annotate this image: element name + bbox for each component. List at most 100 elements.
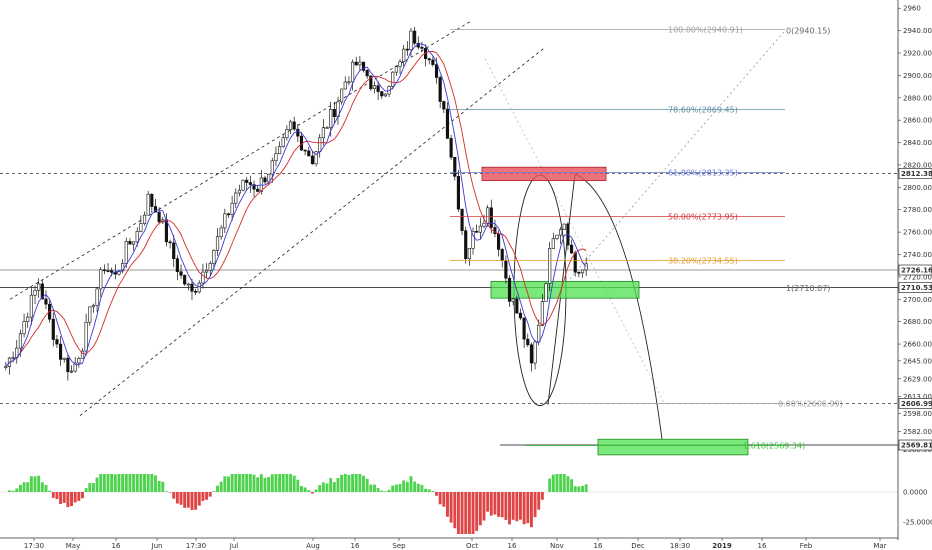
price-highlight-label: 2569.81 <box>901 442 932 450</box>
candle-body <box>453 156 457 177</box>
candle-body <box>427 58 431 61</box>
candle-body <box>241 179 245 191</box>
candle-body <box>493 227 497 234</box>
candle-body <box>37 283 41 291</box>
candle-body <box>449 138 453 158</box>
candle-body <box>398 61 402 68</box>
time-tick-label: Aug <box>306 542 320 550</box>
candle-body <box>29 294 33 318</box>
price-highlight-box <box>898 439 932 451</box>
candle-body <box>504 260 508 279</box>
candle-body <box>511 298 515 302</box>
candle-body <box>507 277 512 302</box>
candle-body <box>66 357 70 373</box>
time-tick-label: Mar <box>873 542 886 550</box>
candle-body <box>540 301 544 326</box>
time-tick-label: Jul <box>229 542 239 550</box>
candle-body <box>515 298 519 314</box>
price-tick-label: 2840.00 <box>903 139 932 147</box>
candle-body <box>267 173 271 183</box>
resistance-zone <box>481 166 607 182</box>
candle-body <box>296 128 300 137</box>
candle-body <box>569 244 574 254</box>
price-tick-label: 2740.00 <box>903 251 932 259</box>
price-tick-label: 2629.00 <box>903 375 932 383</box>
candle-body <box>62 357 66 360</box>
candle-body <box>288 121 293 130</box>
channel-lower-line <box>79 47 546 417</box>
osc-tick-label: -25.0000 <box>903 519 932 527</box>
fib-level-label: 1.618(2569.34) <box>743 442 805 451</box>
candle-body <box>555 234 559 239</box>
candle-body <box>274 153 278 162</box>
candle-body <box>391 71 395 87</box>
candle-body <box>157 211 161 223</box>
candle-body <box>110 270 114 273</box>
price-tick-label: 2720.00 <box>903 273 932 281</box>
candle-body <box>263 177 267 183</box>
candle-body <box>44 298 48 305</box>
time-tick-label: 16 <box>351 542 360 550</box>
candle-body <box>292 121 296 130</box>
candle-body <box>486 207 490 224</box>
candle-body <box>226 213 231 216</box>
candle-body <box>212 249 216 264</box>
candle-body <box>40 283 44 300</box>
projection-line-up <box>559 30 786 291</box>
candle-body <box>533 341 537 364</box>
candle-body <box>95 288 99 306</box>
price-tick-label: 2900.00 <box>903 72 932 80</box>
time-tick-label: 2019 <box>712 542 732 550</box>
price-tick-label: 2960 <box>903 5 921 13</box>
candle-body <box>460 208 464 231</box>
candle-body <box>131 241 136 245</box>
candle-body <box>340 88 344 103</box>
candle-body <box>372 85 377 90</box>
candle-body <box>135 231 139 243</box>
candle-body <box>544 283 548 302</box>
candle-body <box>325 127 329 129</box>
price-tick-label: 2680.00 <box>903 318 932 326</box>
ma-red-line <box>5 50 587 367</box>
candle-body <box>409 30 413 51</box>
price-tick-label: 2700.00 <box>903 296 932 304</box>
candle-body <box>369 75 373 90</box>
candle-body <box>314 151 318 165</box>
candle-body <box>26 316 30 322</box>
candle-body <box>172 242 176 259</box>
candle-body <box>347 81 351 84</box>
candle-body <box>88 306 92 323</box>
candle-body <box>365 70 369 77</box>
target-zone <box>597 438 749 456</box>
candle-body <box>496 233 501 250</box>
candle-body <box>201 271 205 284</box>
candle-body <box>58 343 63 360</box>
pattern-curve-right <box>574 173 663 440</box>
candle-body <box>526 338 530 346</box>
candle-body <box>245 179 249 183</box>
candle-body <box>358 61 362 66</box>
price-tick-label: 2880.00 <box>903 94 932 102</box>
price-highlight-label: 2710.53 <box>901 284 932 292</box>
fib-level-label: 100.00%(2940.91) <box>668 26 743 35</box>
time-tick-label: 18:30 <box>670 542 690 550</box>
candle-body <box>467 248 471 260</box>
candle-body <box>318 137 322 152</box>
fib-level-label: 0.00%(2606.99) <box>778 399 843 408</box>
candle-body <box>146 193 150 216</box>
candle-body <box>69 370 74 373</box>
candle-body <box>577 271 581 274</box>
candle-body <box>478 225 482 233</box>
time-tick-label: Oct <box>466 542 478 550</box>
candle-body <box>230 202 234 215</box>
time-tick-label: Nov <box>550 542 564 550</box>
candle-body <box>277 146 282 155</box>
candle-body <box>361 61 366 71</box>
price-tick-label: 2613.00 <box>903 393 932 401</box>
candle-body <box>139 223 143 232</box>
time-tick-label: 17:30 <box>186 542 206 550</box>
candle-body <box>394 66 398 73</box>
candle-body <box>106 270 110 272</box>
